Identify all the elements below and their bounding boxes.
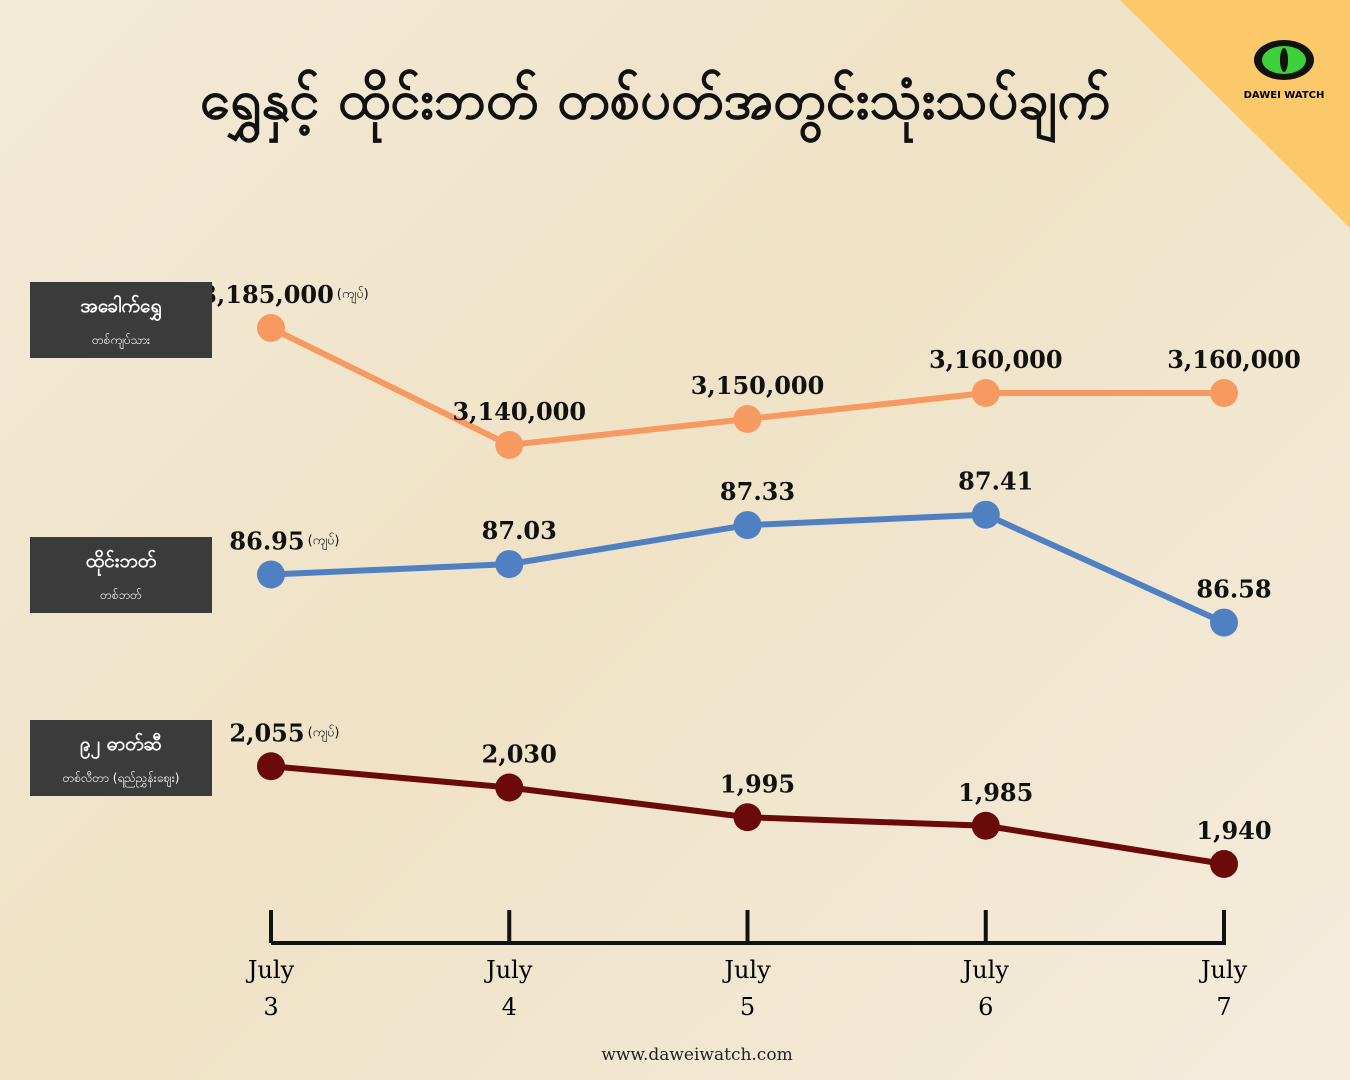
series-label-box: ထိုင်းဘတ်တစ်ဘတ်: [30, 537, 212, 613]
data-point: [1210, 850, 1238, 878]
data-point: [971, 379, 1000, 407]
data-point: [257, 314, 285, 342]
data-label: 3,185,000: [200, 280, 334, 309]
data-label: 3,150,000: [691, 371, 825, 400]
data-label: 3,160,000: [1167, 345, 1301, 374]
x-tick-label: July 7: [1200, 956, 1248, 1021]
logo-text: DAWEI WATCH: [1244, 90, 1325, 101]
series-sublabel: တစ်လီတာ (ရည်ညွှန်းဈေး): [62, 771, 180, 785]
x-tick-label: July 6: [962, 956, 1009, 1021]
data-label: 1,995: [720, 769, 795, 798]
data-point: [733, 405, 762, 433]
series-sublabel: တစ်ကျပ်သား: [91, 333, 151, 347]
title: ရွှေနှင့် ထိုင်းဘတ် တစ်ပတ်အတွင်းသုံးသပ်ခ…: [200, 68, 1110, 144]
unit-label: (ကျပ်): [337, 286, 369, 304]
data-label: 2,030: [482, 740, 557, 769]
x-tick-label: July 5: [724, 956, 771, 1021]
data-point: [733, 511, 762, 540]
data-label: 1,940: [1196, 816, 1271, 845]
series-name: ၉၂ ဓာတ်ဆီ: [79, 733, 162, 755]
data-label: 3,140,000: [452, 397, 586, 426]
data-point: [495, 431, 524, 459]
data-point: [733, 803, 762, 832]
data-label: 1,985: [958, 778, 1033, 807]
logo-pupil: [1280, 48, 1288, 72]
series-sublabel: တစ်ဘတ်: [100, 588, 142, 602]
data-point: [495, 773, 524, 802]
x-tick-label: July 3: [247, 956, 295, 1021]
data-label: 2,055: [229, 718, 304, 747]
corner-triangle: [1120, 0, 1350, 228]
series-name: အခေါက်ရွှေ: [80, 295, 162, 317]
data-label: 87.33: [720, 477, 795, 506]
data-label: 87.41: [958, 467, 1033, 496]
data-point: [257, 560, 285, 589]
unit-label: (ကျပ်): [308, 533, 340, 551]
data-label: 86.95: [229, 527, 304, 556]
data-point: [257, 752, 285, 781]
series-label-box: ၉၂ ဓာတ်ဆီတစ်လီတာ (ရည်ညွှန်းဈေး): [30, 720, 212, 796]
data-point: [971, 500, 1000, 529]
series-label-box: အခေါက်ရွှေတစ်ကျပ်သား: [30, 282, 212, 358]
data-label: 87.03: [482, 516, 557, 545]
unit-label: (ကျပ်): [308, 724, 340, 742]
data-label: 86.58: [1196, 575, 1271, 604]
data-point: [495, 550, 524, 579]
data-point: [1210, 608, 1238, 637]
x-tick-label: July 4: [486, 956, 533, 1021]
data-label: 3,160,000: [929, 345, 1063, 374]
data-point: [1210, 379, 1238, 407]
data-point: [971, 811, 1000, 840]
website: www.daweiwatch.com: [601, 1045, 792, 1065]
series-name: ထိုင်းဘတ်: [85, 550, 157, 572]
